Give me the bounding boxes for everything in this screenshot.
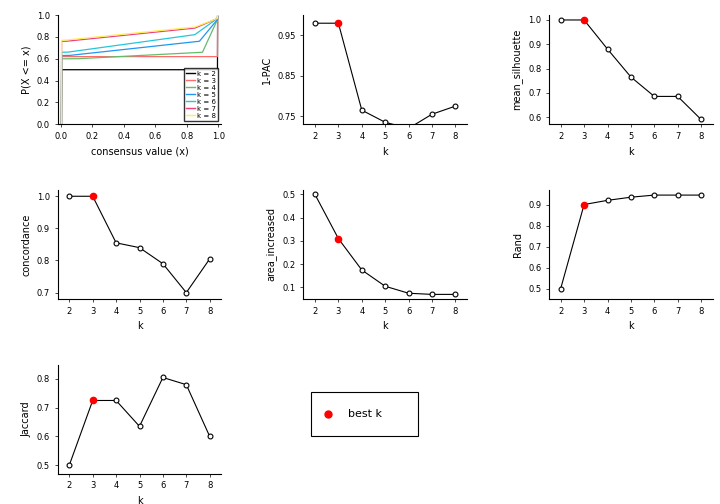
X-axis label: k: k: [137, 321, 143, 331]
Y-axis label: P(X <= x): P(X <= x): [21, 45, 31, 94]
Y-axis label: Jaccard: Jaccard: [21, 401, 31, 437]
X-axis label: consensus value (x): consensus value (x): [91, 147, 189, 157]
Legend: k = 2, k = 3, k = 4, k = 5, k = 6, k = 7, k = 8: k = 2, k = 3, k = 4, k = 5, k = 6, k = 7…: [184, 69, 218, 121]
Y-axis label: concordance: concordance: [21, 213, 31, 276]
X-axis label: k: k: [382, 321, 388, 331]
Y-axis label: 1-PAC: 1-PAC: [261, 55, 271, 84]
Y-axis label: mean_silhouette: mean_silhouette: [512, 29, 523, 110]
Y-axis label: area_increased: area_increased: [266, 208, 277, 281]
X-axis label: k: k: [137, 496, 143, 504]
X-axis label: k: k: [628, 147, 634, 157]
Y-axis label: Rand: Rand: [513, 232, 523, 257]
Text: best k: best k: [348, 409, 382, 419]
X-axis label: k: k: [382, 147, 388, 157]
X-axis label: k: k: [628, 321, 634, 331]
